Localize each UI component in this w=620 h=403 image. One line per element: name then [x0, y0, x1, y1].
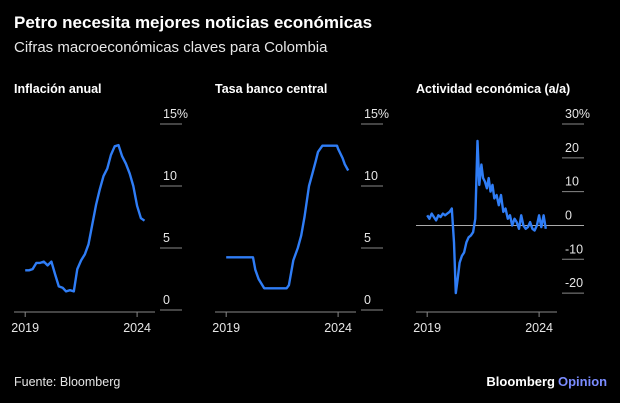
- source: Fuente: Bloomberg: [14, 375, 120, 389]
- title: Petro necesita mejores noticias económic…: [14, 13, 372, 32]
- data-line: [25, 143, 146, 293]
- y-tick-label: 20: [565, 141, 579, 155]
- y-tick-label: 15%: [364, 107, 389, 121]
- x-tick-label: 2024: [123, 321, 151, 335]
- y-tick-label: 10: [565, 175, 579, 189]
- x-tick-label: 2019: [11, 321, 39, 335]
- y-tick-label: 5: [163, 231, 170, 245]
- x-tick-label: 2024: [525, 321, 553, 335]
- y-tick-label: -10: [565, 242, 583, 256]
- y-tick-label: 30%: [565, 107, 590, 121]
- x-tick-label: 2024: [324, 321, 352, 335]
- panel-title: Actividad económica (a/a): [416, 82, 570, 96]
- panel-title: Inflación anual: [14, 82, 102, 96]
- y-tick-label: -20: [565, 276, 583, 290]
- subtitle: Cifras macroeconómicas claves para Colom…: [14, 39, 328, 56]
- x-tick-label: 2019: [413, 321, 441, 335]
- data-line: [426, 139, 547, 295]
- panel-title: Tasa banco central: [215, 82, 327, 96]
- y-tick-label: 10: [163, 169, 177, 183]
- y-tick-label: 15%: [163, 107, 188, 121]
- brand-sub: Opinion: [558, 374, 607, 389]
- brand: Bloomberg: [486, 374, 555, 389]
- y-tick-label: 5: [364, 231, 371, 245]
- y-tick-label: 0: [163, 293, 170, 307]
- y-tick-label: 0: [565, 208, 572, 222]
- x-tick-label: 2019: [212, 321, 240, 335]
- y-tick-label: 10: [364, 169, 378, 183]
- y-tick-label: 0: [364, 293, 371, 307]
- data-line: [226, 144, 350, 290]
